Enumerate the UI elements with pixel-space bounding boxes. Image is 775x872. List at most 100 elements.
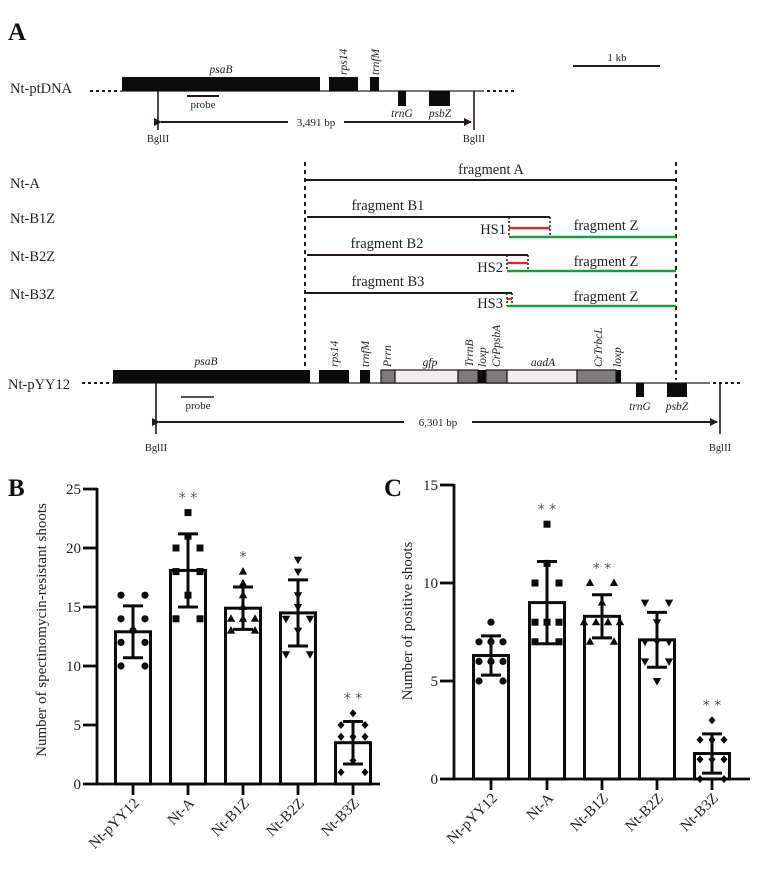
data-point-square	[172, 568, 180, 576]
data-point-diamond	[337, 732, 345, 741]
y-tick-label: 15	[423, 478, 438, 494]
scale-bar: 1 kb	[573, 52, 660, 67]
data-point-triangle	[250, 614, 260, 622]
row-label-nt-b3z: Nt-B3Z	[10, 287, 55, 303]
y-tick-label: 0	[74, 777, 82, 793]
x-tick-label: Nt-B2Z	[623, 791, 667, 835]
construct-fragments: Nt-A Nt-B1Z Nt-B2Z Nt-B3Z fragment A fra…	[10, 162, 677, 380]
data-point-diamond	[708, 716, 716, 725]
trrnb-label: TrrnB	[464, 340, 476, 368]
data-point-square	[172, 615, 180, 623]
data-point-circle	[141, 615, 149, 623]
data-point-diamond	[361, 721, 369, 729]
data-point-inverted-triangle	[640, 658, 650, 666]
data-point-triangle	[238, 578, 248, 587]
hs2-label: HS2	[477, 260, 503, 276]
significance-marker: * *	[593, 561, 611, 577]
data-point-square	[555, 638, 563, 646]
x-tick-label: Nt-B1Z	[568, 791, 612, 835]
bar	[472, 654, 510, 781]
significance-marker: *	[240, 550, 247, 566]
data-point-circle	[499, 638, 507, 646]
data-point-triangle	[603, 617, 613, 626]
fragment-length-label: 3,491 bp	[297, 117, 336, 129]
x-tick-label: Nt-B3Z	[319, 796, 363, 840]
y-tick-label: 0	[431, 772, 439, 788]
gene-rps14-label: rps14	[329, 341, 341, 367]
hs3-label: HS3	[477, 296, 503, 312]
data-point-square	[531, 618, 539, 626]
data-point-square	[543, 520, 551, 528]
data-point-diamond	[696, 735, 704, 744]
data-point-inverted-triangle	[293, 568, 303, 577]
data-point-triangle	[609, 578, 619, 586]
x-tick-label: Nt-B1Z	[209, 796, 253, 840]
bglII-label-right: BglII	[709, 443, 732, 454]
fragment-b2-label: fragment B2	[351, 236, 424, 252]
crtrbcl-label: CrTrbcL	[593, 327, 605, 367]
prrn-promoter-block	[380, 369, 396, 384]
data-point-circle	[117, 591, 125, 599]
data-point-square	[184, 509, 192, 517]
data-point-circle	[499, 657, 507, 666]
panel-label-c: C	[384, 475, 402, 502]
gene-rps14-block	[329, 77, 358, 91]
data-point-square	[196, 615, 204, 623]
gene-psbZ-label: psbZ	[665, 401, 689, 413]
y-axis-label: Number of positive shoots	[400, 541, 416, 700]
gene-trnfM-block	[360, 370, 370, 383]
data-point-inverted-triangle	[281, 615, 291, 624]
gene-psaB-block	[122, 77, 320, 91]
gene-trnG-block	[398, 91, 406, 106]
loxp-block-2	[616, 370, 621, 383]
data-point-inverted-triangle	[640, 638, 650, 647]
trrnb-terminator-block	[457, 369, 479, 384]
data-point-diamond	[720, 755, 728, 764]
data-point-diamond	[349, 709, 357, 718]
aada-label: aadA	[531, 357, 556, 369]
data-point-square	[555, 618, 563, 626]
bglII-label-left: BglII	[147, 134, 170, 145]
gfp-block	[394, 369, 459, 384]
data-point-circle	[117, 615, 125, 623]
fragment-z-label-2: fragment Z	[574, 254, 639, 270]
fragment-length-label: 6,301 bp	[419, 417, 458, 429]
significance-marker: * *	[344, 691, 362, 707]
prrn-label: Prrn	[382, 345, 394, 368]
bar-group: Nt-B2Z	[264, 556, 317, 840]
data-point-square	[555, 579, 563, 587]
y-tick-label: 20	[66, 541, 81, 557]
data-point-inverted-triangle	[281, 651, 291, 659]
fragment-a-label: fragment A	[458, 162, 524, 178]
data-point-triangle	[609, 637, 619, 645]
data-point-diamond	[720, 735, 728, 744]
loxp-label-2: loxp	[612, 347, 624, 367]
gene-psbZ-block	[667, 383, 687, 397]
x-tick-label: Nt-pYY12	[444, 791, 501, 848]
bar-group: * * Nt-B3Z	[319, 691, 372, 840]
y-axis-label: Number of spectinomycin-resistant shoots	[34, 503, 50, 757]
gene-trnfM-label: trnfM	[360, 339, 372, 367]
y-tick-label: 10	[423, 576, 438, 592]
gene-trnG-block	[636, 383, 644, 397]
data-point-diamond	[361, 768, 369, 777]
gene-trnfM-block	[370, 77, 379, 91]
y-tick-label: 5	[431, 674, 439, 690]
crppsba-label: CrPpsbA	[491, 324, 503, 367]
y-tick-label: 15	[66, 600, 81, 616]
data-point-triangle	[585, 637, 595, 645]
ptdna-map: Nt-ptDNA psaB rps14 trnfM trnG psbZ prob…	[10, 47, 517, 145]
bar-group: * * Nt-A	[524, 502, 566, 824]
y-tick-label: 10	[66, 659, 81, 675]
chart-positive-shoots: Number of positive shoots Nt-pYY12 * * Nt-A…	[400, 478, 750, 847]
gene-rps14-label: rps14	[338, 49, 350, 75]
significance-marker: * *	[179, 491, 197, 507]
gfp-label: gfp	[423, 357, 438, 369]
chart-spectinomycin-resistant-shoots: Number of spectinomycin-resistant shoots…	[34, 482, 380, 852]
loxp-block-1	[478, 370, 486, 383]
bar-group: * * Nt-B1Z	[568, 561, 625, 835]
data-point-inverted-triangle	[664, 599, 674, 608]
pyy12-label: Nt-pYY12	[8, 377, 70, 393]
data-point-inverted-triangle	[305, 615, 315, 624]
